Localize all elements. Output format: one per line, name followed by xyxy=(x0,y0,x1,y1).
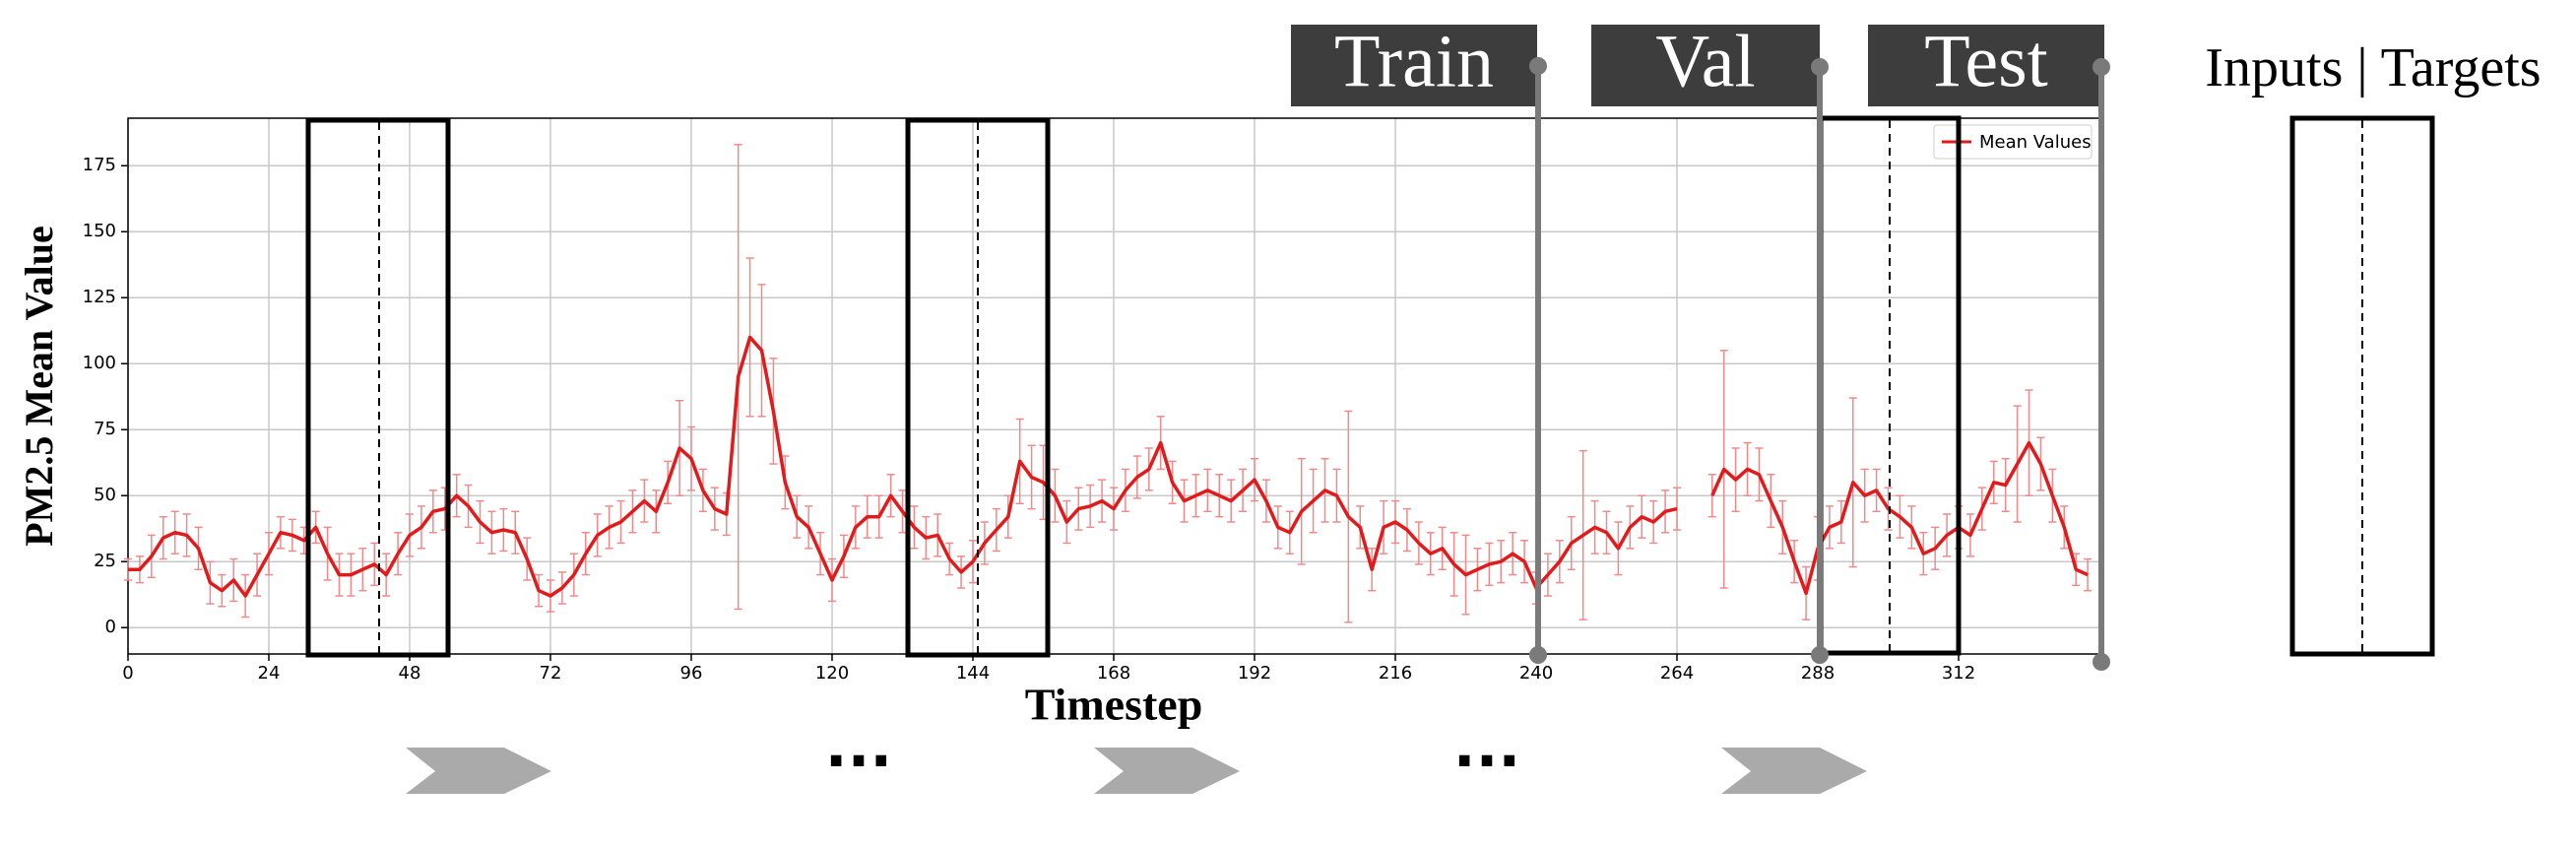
x-tick-label: 0 xyxy=(122,663,133,684)
val-label: Val xyxy=(1655,20,1755,102)
x-tick-label: 240 xyxy=(1519,663,1553,684)
val-box xyxy=(1591,25,1820,106)
y-tick-label: 100 xyxy=(83,353,116,373)
split-dot xyxy=(1529,57,1547,75)
train-label: Train xyxy=(1334,20,1494,102)
x-tick-label: 96 xyxy=(680,663,703,684)
x-tick-label: 72 xyxy=(540,663,562,684)
test-label: Test xyxy=(1924,20,2048,102)
x-axis-label: Timestep xyxy=(1025,680,1203,730)
window xyxy=(905,117,1051,658)
legend-label: Mean Values xyxy=(1979,132,2092,153)
window xyxy=(305,117,451,658)
split-dot xyxy=(1811,58,1829,76)
split-dot xyxy=(2093,58,2110,76)
y-tick-label: 175 xyxy=(83,155,116,175)
test-box xyxy=(1868,25,2104,106)
ellipsis: ... xyxy=(825,712,892,781)
window-legend xyxy=(2289,115,2435,657)
y-tick-label: 125 xyxy=(83,287,116,307)
x-tick-label: 48 xyxy=(399,663,421,684)
train-box xyxy=(1291,25,1537,106)
x-tick-label: 120 xyxy=(815,663,849,684)
chevron xyxy=(1094,748,1240,794)
split-dot xyxy=(1529,646,1547,664)
x-tick-label: 192 xyxy=(1238,663,1271,684)
y-tick-label: 50 xyxy=(94,485,116,505)
x-tick-label: 312 xyxy=(1942,663,1975,684)
chevron xyxy=(406,748,551,794)
y-tick-label: 0 xyxy=(105,617,116,637)
x-tick-label: 264 xyxy=(1660,663,1694,684)
x-tick-label: 144 xyxy=(956,663,990,684)
y-axis-label: PM2.5 Mean Value xyxy=(17,226,61,547)
overlay xyxy=(305,57,2110,671)
x-tick-label: 216 xyxy=(1379,663,1412,684)
split-dot xyxy=(2093,653,2110,671)
chevron xyxy=(1721,748,1867,794)
ellipsis: ... xyxy=(1453,712,1520,781)
x-tick-label: 288 xyxy=(1801,663,1835,684)
x-tick-label: 24 xyxy=(258,663,281,684)
x-tick-label: 168 xyxy=(1097,663,1130,684)
plot: 0 25 50 75 100 125 150 175 0 24 48 72 96 120 144 168 192… xyxy=(83,117,2100,684)
y-tick-label: 150 xyxy=(83,221,116,241)
inputs-targets-label: Inputs | Targets xyxy=(2205,37,2541,98)
split-dot xyxy=(1811,646,1829,664)
series-line xyxy=(128,335,2089,598)
legend-box xyxy=(1933,124,2093,160)
y-tick-label: 75 xyxy=(94,419,116,439)
y-tick-label: 25 xyxy=(94,551,116,571)
